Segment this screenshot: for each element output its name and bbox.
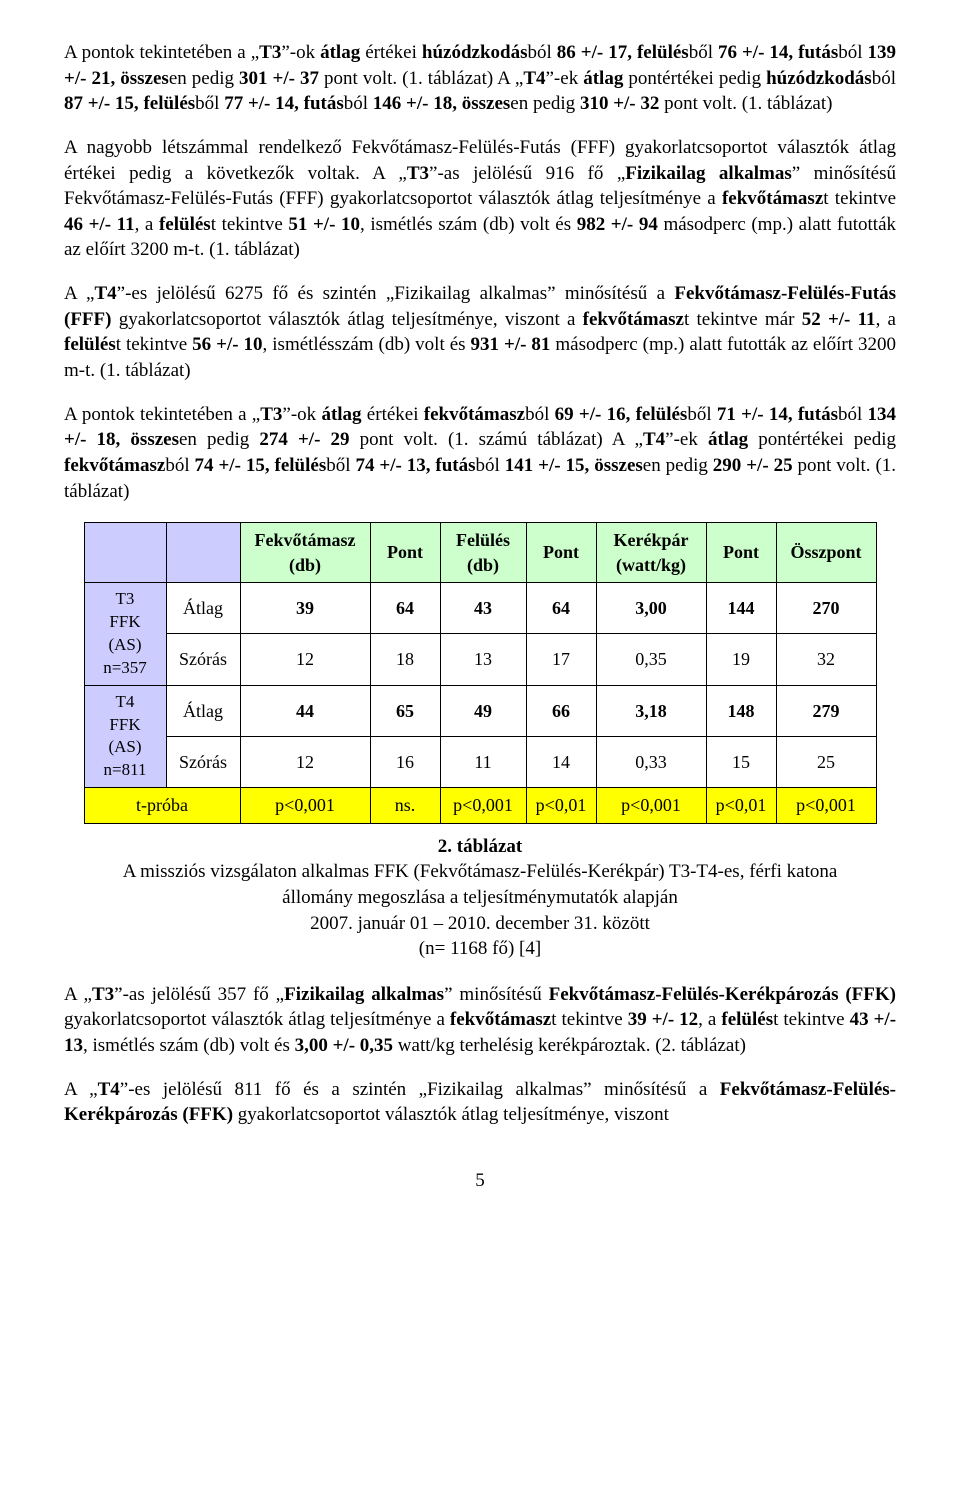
paragraph-5: A „T3”-as jelölésű 357 fő „Fizikailag al…: [64, 982, 896, 1059]
paragraph-6: A „T4”-es jelölésű 811 fő és a szintén „…: [64, 1077, 896, 1128]
row-label: Szórás: [166, 736, 240, 787]
footer-cell: p<0,001: [596, 788, 706, 823]
column-header: Pont: [706, 523, 776, 583]
paragraph-2: A nagyobb létszámmal rendelkező Fekvőtám…: [64, 135, 896, 263]
table-cell: 64: [370, 582, 440, 633]
footer-cell: ns.: [370, 788, 440, 823]
footer-cell: p<0,001: [440, 788, 526, 823]
table-cell: 3,00: [596, 582, 706, 633]
table-cell: 15: [706, 736, 776, 787]
column-header: Felülés (db): [440, 523, 526, 583]
column-header: Pont: [370, 523, 440, 583]
row-label: Szórás: [166, 634, 240, 685]
table-cell: 49: [440, 685, 526, 736]
footer-label: t-próba: [84, 788, 240, 823]
page-number: 5: [64, 1168, 896, 1194]
column-header: Összpont: [776, 523, 876, 583]
row-group-label: T4FFK(AS)n=811: [84, 685, 166, 788]
column-header: Kerékpár (watt/kg): [596, 523, 706, 583]
table-cell: 64: [526, 582, 596, 633]
footer-cell: p<0,001: [240, 788, 370, 823]
table-cell: 148: [706, 685, 776, 736]
paragraph-3: A „T4”-es jelölésű 6275 fő és szintén „F…: [64, 281, 896, 384]
data-table: Fekvőtámasz (db)PontFelülés (db)PontKeré…: [84, 522, 877, 823]
table-cell: 19: [706, 634, 776, 685]
table-cell: 12: [240, 736, 370, 787]
table-cell: 25: [776, 736, 876, 787]
table-cell: 18: [370, 634, 440, 685]
table-cell: 65: [370, 685, 440, 736]
footer-cell: p<0,01: [706, 788, 776, 823]
table-cell: 32: [776, 634, 876, 685]
row-label: Átlag: [166, 685, 240, 736]
table-cell: 0,33: [596, 736, 706, 787]
table-cell: 12: [240, 634, 370, 685]
table-cell: 17: [526, 634, 596, 685]
footer-cell: p<0,001: [776, 788, 876, 823]
table-cell: 66: [526, 685, 596, 736]
table-cell: 13: [440, 634, 526, 685]
table-cell: 279: [776, 685, 876, 736]
table-cell: 43: [440, 582, 526, 633]
paragraph-4: A pontok tekintetében a „T3”-ok átlag ér…: [64, 402, 896, 505]
column-header: Pont: [526, 523, 596, 583]
table-cell: 0,35: [596, 634, 706, 685]
table-corner: [166, 523, 240, 583]
footer-cell: p<0,01: [526, 788, 596, 823]
row-group-label: T3FFK(AS)n=357: [84, 582, 166, 685]
table-cell: 144: [706, 582, 776, 633]
table-caption: 2. táblázat A missziós vizsgálaton alkal…: [64, 834, 896, 962]
row-label: Átlag: [166, 582, 240, 633]
table-cell: 3,18: [596, 685, 706, 736]
table-cell: 39: [240, 582, 370, 633]
table-cell: 11: [440, 736, 526, 787]
table-cell: 270: [776, 582, 876, 633]
paragraph-1: A pontok tekintetében a „T3”-ok átlag ér…: [64, 40, 896, 117]
column-header: Fekvőtámasz (db): [240, 523, 370, 583]
table-cell: 16: [370, 736, 440, 787]
table-cell: 44: [240, 685, 370, 736]
table-cell: 14: [526, 736, 596, 787]
table-corner: [84, 523, 166, 583]
